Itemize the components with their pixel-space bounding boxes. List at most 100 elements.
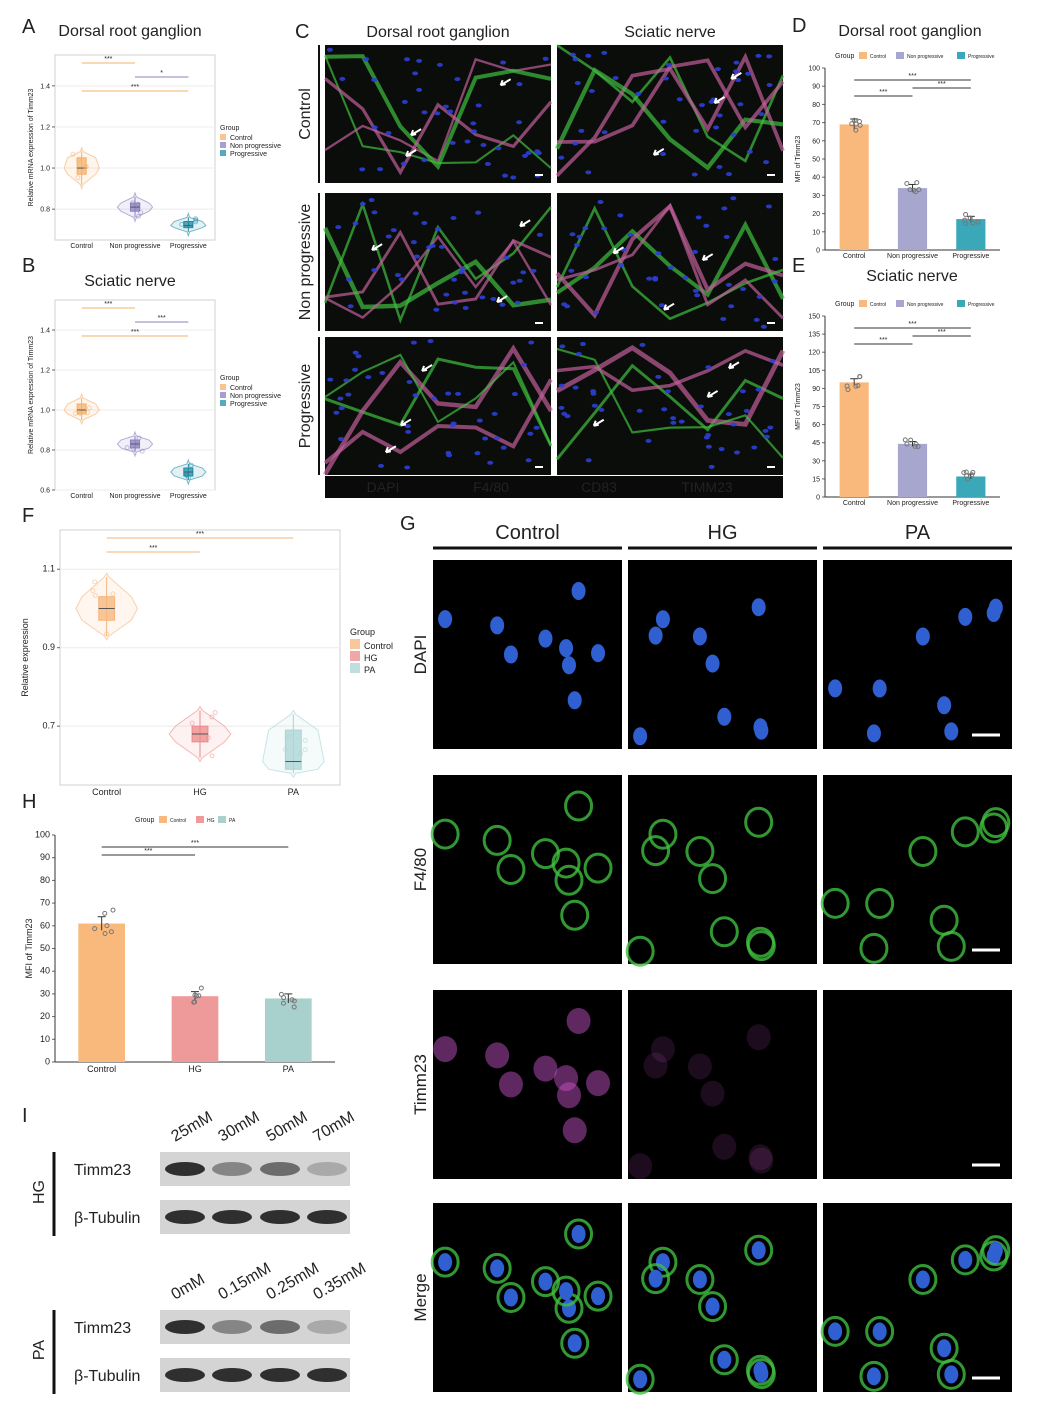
blot-band [165,1162,205,1176]
cell-membrane [641,835,671,867]
x-tick-label: Control [843,500,866,507]
nucleus [723,234,730,239]
nucleus [705,365,712,370]
tissue-fiber [555,363,784,461]
cell-membrane [430,818,460,850]
cell-membrane [950,1244,980,1276]
x-tick-label: HG [188,1064,202,1074]
jitter-point [102,930,108,936]
nucleus [385,234,392,239]
nucleus [500,445,507,450]
mito-signal [650,1036,675,1063]
nucleus [493,436,500,441]
significance-label: * [160,70,163,77]
cell-membrane [583,852,613,884]
box [284,729,302,770]
legend-label: Progressive [230,401,267,408]
y-tick-label: 50 [812,157,820,164]
row-label: Non progressive [297,204,314,321]
lane-label: 0.25mM [264,1260,323,1304]
y-tick-label: 90 [812,386,820,393]
blot-band [212,1162,252,1176]
cell-membrane [709,1344,739,1376]
tissue-fiber [324,353,552,446]
nucleus [345,277,352,282]
jitter-point [77,411,83,417]
x-tick-label: Control [92,787,121,797]
nucleus [652,275,659,280]
nucleus [771,279,778,284]
jitter-point [278,991,284,997]
legend-swatch [896,52,904,59]
jitter-point [104,923,110,929]
lane-label: 30mM [216,1109,263,1146]
nucleus [828,1322,843,1341]
arrow [400,418,412,427]
nucleus [427,339,434,344]
arrow [663,302,675,311]
jitter-point [963,211,969,217]
nucleus [728,304,735,309]
blot-band [307,1210,347,1224]
nucleus [475,210,482,215]
cell-membrane [908,1263,938,1295]
nucleus [567,1334,582,1353]
nucleus [511,392,518,397]
nucleus [691,249,698,254]
protein-label: Timm23 [74,1320,131,1337]
nucleus [445,450,452,455]
channel-legend-bar [325,476,783,498]
chart-title: Sciatic nerve [84,273,176,290]
nucleus [572,385,579,390]
jitter-point [193,993,199,999]
nucleus [717,1350,732,1369]
jitter-point [138,209,144,215]
cell-membrane [496,1281,526,1313]
nucleus [443,292,450,297]
legend-swatch [196,816,204,823]
arrow [728,361,740,370]
nucleus [717,707,732,726]
bar [956,476,986,497]
nucleus [406,379,413,384]
protein-label: β-Tubulin [74,1368,140,1385]
y-tick-label: 50 [40,943,50,953]
nucleus [740,287,747,292]
y-tick-label: 30 [812,193,820,200]
nucleus [558,383,565,388]
jitter-point [916,187,922,193]
nucleus [591,403,598,408]
blot-band [260,1210,300,1224]
nucleus [585,170,592,175]
x-tick-label: Non progressive [110,493,161,500]
nucleus [730,132,737,137]
nucleus [345,392,352,397]
nucleus [559,1282,574,1301]
legend-label: Control [870,54,886,60]
legend-swatch [957,52,965,59]
nucleus [434,111,441,116]
y-tick-label: 70 [812,120,820,127]
nucleus [403,57,410,62]
x-tick-label: Control [87,1064,116,1074]
nucleus [733,60,740,65]
significance-label: *** [908,73,916,80]
nucleus [343,378,350,383]
nucleus [612,75,619,80]
nucleus [767,425,774,430]
row-label: Timm23 [411,1054,430,1115]
column-header: Sciatic nerve [624,24,716,41]
panel-letter: E [792,255,805,277]
nucleus [377,167,384,172]
nucleus [705,1297,720,1316]
micrograph [823,560,1012,749]
nucleus [533,425,540,430]
legend-label: HG [207,818,215,824]
mito-signal [554,1065,579,1092]
legend-swatch [896,300,904,307]
jitter-point [184,472,190,478]
nucleus [339,76,346,81]
tissue-fiber [555,344,786,427]
jitter-point [188,220,194,226]
jitter-point [904,441,910,447]
